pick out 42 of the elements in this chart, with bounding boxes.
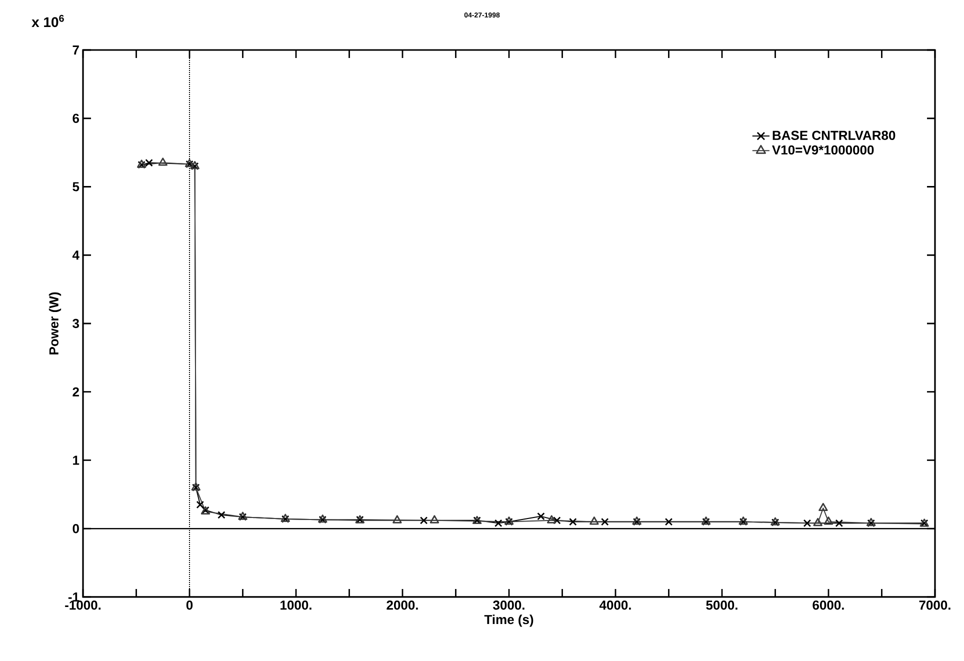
x-axis-title: Time (s): [484, 614, 534, 627]
x-tick-label: 3000.: [493, 600, 524, 610]
point: [824, 516, 834, 525]
point: [590, 516, 599, 525]
legend-label: V10=V9*1000000: [772, 145, 874, 155]
y-tick-label: 4: [72, 250, 80, 260]
point: [537, 512, 545, 520]
y-tick-label: -1: [68, 592, 80, 602]
point: [803, 519, 812, 528]
point: [553, 516, 561, 524]
point: [813, 518, 822, 526]
x-tick-label: 7000.: [919, 600, 950, 610]
point: [664, 518, 673, 526]
y-axis-title: Power (W): [48, 292, 62, 354]
point: [835, 519, 844, 528]
x-tick-label: 4000.: [599, 600, 631, 610]
point: [494, 519, 502, 528]
x-tick-label: 2000.: [386, 600, 418, 610]
point: [196, 500, 204, 509]
point: [420, 516, 428, 524]
point: [218, 511, 226, 519]
point: [392, 515, 402, 524]
y-tick-label: 5: [72, 182, 80, 192]
y-tick-label: 2: [72, 387, 79, 396]
point: [818, 502, 828, 512]
y-tick-label: 3: [72, 318, 80, 328]
point: [569, 518, 577, 526]
point: [158, 158, 168, 166]
x-tick-label: -1000.: [65, 600, 101, 610]
legend-label: BASE CNTRLVAR80: [772, 130, 896, 140]
x-tick-label: 5000.: [706, 600, 738, 610]
x-tick-label: 0: [186, 600, 193, 610]
x-tick-label: 6000.: [812, 600, 844, 610]
point: [600, 518, 609, 526]
y-tick-label: 1: [73, 456, 80, 465]
y-tick-label: 0: [72, 524, 79, 534]
y-tick-label: 7: [72, 46, 79, 54]
point: [547, 515, 556, 524]
x-tick-label: 1000.: [280, 600, 312, 610]
y-tick-label: 6: [72, 114, 80, 123]
point: [430, 515, 440, 524]
text: x 10$^{6}$: [32, 14, 64, 28]
